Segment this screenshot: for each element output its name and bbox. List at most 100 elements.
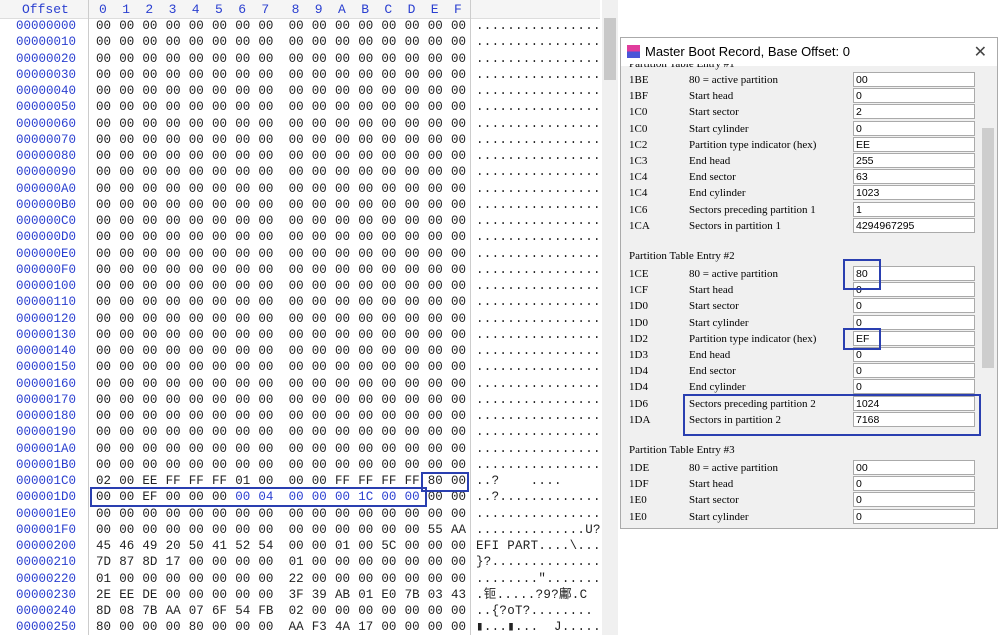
hex-byte[interactable]: 00	[358, 441, 374, 456]
hex-byte[interactable]: 00	[96, 181, 112, 196]
hex-byte[interactable]: EF	[142, 490, 158, 505]
hex-byte[interactable]: 00	[451, 490, 467, 505]
hex-byte[interactable]: 00	[335, 425, 351, 440]
hex-byte[interactable]: 00	[381, 425, 397, 440]
hex-byte[interactable]: 00	[404, 100, 420, 115]
hex-byte[interactable]: 00	[142, 214, 158, 228]
hex-byte[interactable]: 00	[165, 425, 181, 440]
hex-byte[interactable]: 00	[119, 392, 135, 407]
hex-byte[interactable]: 01	[288, 555, 304, 570]
hex-byte[interactable]: 00	[335, 132, 351, 147]
hex-byte[interactable]: 00	[335, 571, 351, 586]
hex-byte[interactable]: 00	[96, 360, 112, 375]
hex-byte[interactable]: 00	[212, 35, 228, 50]
field-value-input[interactable]: 4294967295	[853, 217, 975, 233]
hex-byte[interactable]: 00	[142, 19, 158, 33]
hex-row[interactable]: 00000010 00 00 00 00 00 00 00 00 00 00 00…	[0, 34, 601, 50]
hex-byte[interactable]: 00	[288, 539, 304, 553]
field-value-input[interactable]: 63	[853, 169, 975, 185]
hex-byte[interactable]: 00	[212, 555, 228, 570]
hex-byte[interactable]: 00	[188, 165, 204, 180]
hex-byte[interactable]: 00	[358, 392, 374, 407]
hex-byte[interactable]: 00	[381, 132, 397, 147]
hex-byte[interactable]: EE	[119, 587, 135, 602]
hex-byte[interactable]: 00	[212, 441, 228, 456]
hex-byte[interactable]: 00	[165, 262, 181, 277]
hex-byte[interactable]: 00	[188, 132, 204, 147]
hex-byte[interactable]: 00	[235, 506, 251, 521]
hex-byte[interactable]: 17	[165, 555, 181, 570]
hex-byte[interactable]: FF	[212, 474, 228, 488]
field-value-input[interactable]: EF	[853, 330, 975, 346]
hex-row[interactable]: 000001F0 00 00 00 00 00 00 00 00 00 00 00…	[0, 522, 601, 538]
hex-byte[interactable]: 00	[288, 51, 304, 66]
hex-byte[interactable]: 00	[212, 149, 228, 163]
hex-byte[interactable]: 00	[96, 132, 112, 147]
hex-byte[interactable]: 00	[188, 587, 204, 602]
hex-byte[interactable]: 00	[358, 457, 374, 472]
hex-byte[interactable]: 00	[165, 149, 181, 163]
hex-byte[interactable]: 00	[188, 149, 204, 163]
hex-byte[interactable]: AB	[335, 587, 351, 602]
hex-byte[interactable]: 00	[451, 344, 467, 358]
hex-byte[interactable]: 00	[427, 392, 443, 407]
hex-byte[interactable]: 00	[235, 344, 251, 358]
hex-byte[interactable]: 00	[165, 506, 181, 521]
hex-row[interactable]: 000000C0 00 00 00 00 00 00 00 00 00 00 00…	[0, 213, 601, 229]
hex-byte[interactable]: 39	[311, 587, 327, 602]
hex-byte[interactable]: 00	[427, 35, 443, 50]
hex-byte[interactable]: 00	[212, 620, 228, 635]
hex-byte[interactable]: 00	[381, 19, 397, 33]
hex-byte[interactable]: 00	[427, 457, 443, 472]
hex-byte[interactable]: 00	[358, 604, 374, 618]
hex-byte[interactable]: 00	[381, 522, 397, 537]
hex-byte[interactable]: 00	[235, 246, 251, 261]
hex-byte[interactable]: 00	[212, 522, 228, 537]
hex-byte[interactable]: 00	[381, 409, 397, 423]
hex-byte[interactable]: 00	[427, 116, 443, 131]
hex-byte[interactable]: 46	[119, 539, 135, 553]
hex-byte[interactable]: 00	[142, 522, 158, 537]
hex-byte[interactable]: 00	[142, 51, 158, 66]
hex-byte[interactable]: 00	[235, 522, 251, 537]
hex-byte[interactable]: 00	[311, 506, 327, 521]
hex-byte[interactable]: 00	[96, 279, 112, 293]
hex-byte[interactable]: 00	[335, 376, 351, 391]
hex-byte[interactable]: 00	[311, 360, 327, 375]
hex-byte[interactable]: 00	[142, 409, 158, 423]
hex-byte[interactable]: 00	[288, 214, 304, 228]
hex-byte[interactable]: 00	[258, 571, 274, 586]
hex-byte[interactable]: 00	[212, 360, 228, 375]
hex-byte[interactable]: 00	[188, 409, 204, 423]
hex-byte[interactable]: 00	[258, 311, 274, 326]
hex-byte[interactable]: 00	[427, 344, 443, 358]
hex-byte[interactable]: 00	[212, 457, 228, 472]
hex-byte[interactable]: AA	[165, 604, 181, 618]
hex-byte[interactable]: 00	[358, 571, 374, 586]
hex-byte[interactable]: 00	[142, 360, 158, 375]
hex-row[interactable]: 00000240 8D 08 7B AA 07 6F 54 FB 02 00 00…	[0, 603, 600, 619]
hex-byte[interactable]: 00	[165, 197, 181, 212]
hex-byte[interactable]: 00	[427, 425, 443, 440]
hex-byte[interactable]: 8D	[142, 555, 158, 570]
hex-byte[interactable]: 00	[119, 262, 135, 277]
hex-byte[interactable]: 01	[235, 474, 251, 488]
hex-byte[interactable]: 00	[235, 392, 251, 407]
hex-byte[interactable]: 00	[188, 246, 204, 261]
hex-byte[interactable]: 00	[119, 457, 135, 472]
hex-byte[interactable]: 00	[335, 295, 351, 310]
hex-byte[interactable]: 00	[381, 555, 397, 570]
hex-byte[interactable]: 00	[188, 100, 204, 115]
hex-byte[interactable]: 6F	[212, 604, 228, 618]
hex-byte[interactable]: 00	[404, 132, 420, 147]
hex-row[interactable]: 000001D0 00 00 EF 00 00 00 00 04 00 00 00…	[0, 489, 601, 505]
hex-byte[interactable]: 00	[451, 51, 467, 66]
hex-byte[interactable]: 00	[427, 67, 443, 82]
hex-byte[interactable]: 00	[288, 100, 304, 115]
hex-byte[interactable]: 00	[358, 230, 374, 245]
hex-byte[interactable]: 00	[96, 165, 112, 180]
hex-byte[interactable]: 00	[311, 116, 327, 131]
hex-byte[interactable]: 00	[381, 214, 397, 228]
hex-byte[interactable]: 00	[358, 51, 374, 66]
hex-byte[interactable]: 00	[288, 311, 304, 326]
